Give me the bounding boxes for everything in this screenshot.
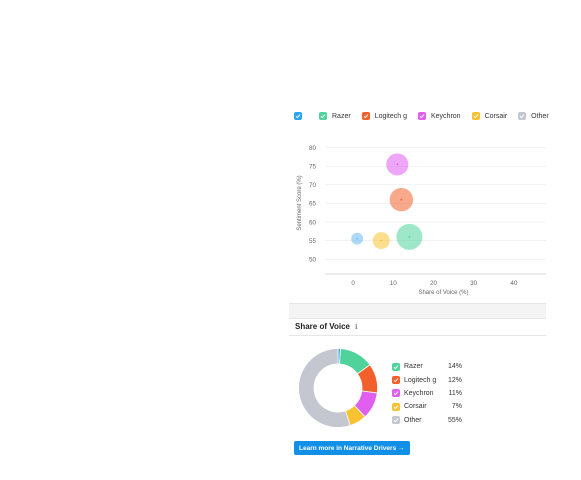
bubble-center (396, 163, 399, 166)
check-icon (393, 364, 399, 370)
other-checkbox[interactable] (518, 112, 527, 120)
brand-legend: Razer Logitech g Keychron Corsair Other (294, 111, 560, 121)
legend-label: Corsair (484, 112, 508, 120)
legend-item-corsair[interactable]: Corsair (471, 112, 508, 120)
y-tick-label: 80 (309, 145, 317, 152)
bubble-center (380, 239, 383, 242)
check-icon (393, 405, 399, 410)
sov-value: 55% (447, 416, 462, 424)
bubble[interactable] (372, 232, 390, 250)
corsair-checkbox[interactable] (471, 112, 480, 120)
learn-more-button[interactable]: Learn more in Narrative Drivers → (294, 441, 410, 455)
sov-row-corsair[interactable]: Corsair 7% (392, 400, 462, 413)
sov-value: 11% (448, 389, 463, 397)
check-icon (419, 114, 425, 119)
bubble-center (400, 198, 403, 201)
bubble[interactable] (389, 188, 414, 212)
check-icon (363, 114, 369, 119)
keychron-sov-checkbox[interactable] (392, 389, 400, 398)
check-icon (519, 114, 525, 119)
section-divider (289, 318, 546, 319)
y-tick-label: 55 (309, 238, 317, 245)
info-icon[interactable]: ℹ (354, 323, 358, 331)
logitech-g-checkbox[interactable] (361, 112, 370, 120)
section-divider (289, 303, 546, 304)
sov-row-other[interactable]: Other 55% (392, 414, 462, 427)
share-of-voice-donut (297, 347, 379, 429)
legend-label: Other (531, 112, 549, 120)
donut-chart-svg (298, 348, 378, 428)
sov-row-logitech-g[interactable]: Logitech g 12% (392, 373, 462, 386)
y-tick-label: 60 (309, 219, 317, 226)
sentiment-bubble-chart: 50 55 60 65 70 75 80 0 10 20 30 40 Share of Voice (%… (289, 140, 549, 302)
legend-item-keychron[interactable]: Keychron (418, 112, 461, 120)
donut-slice-other[interactable] (298, 348, 351, 428)
bubble[interactable] (386, 153, 409, 176)
y-tick-label: 75 (309, 164, 317, 171)
legend-item-all[interactable] (294, 112, 307, 120)
legend-label: Keychron (431, 112, 461, 120)
y-tick-label: 65 (309, 201, 317, 208)
section-divider (289, 335, 546, 336)
x-tick-label: 20 (430, 280, 438, 287)
sov-row-keychron[interactable]: Keychron 11% (392, 387, 462, 400)
y-tick-label: 70 (309, 182, 317, 189)
keychron-checkbox[interactable] (418, 112, 426, 120)
check-icon (393, 378, 399, 383)
sov-name: Keychron (404, 389, 434, 397)
sov-value: 7% (451, 403, 462, 411)
bubble-center (356, 237, 359, 240)
sov-name: Logitech g (404, 376, 437, 384)
y-axis-label: Sentiment Score (%) (297, 175, 303, 230)
check-icon (393, 418, 399, 423)
share-of-voice-list: Razer 14% Logitech g 12% Keychron 11% Corsair 7… (392, 360, 462, 427)
legend-label: Logitech g (374, 112, 407, 120)
razer-checkbox[interactable] (319, 112, 327, 120)
check-icon (393, 391, 399, 396)
sov-name: Corsair (404, 403, 427, 411)
x-tick-label: 0 (351, 280, 355, 287)
corsair-sov-checkbox[interactable] (392, 402, 400, 411)
x-tick-label: 10 (390, 280, 398, 287)
y-tick-label: 50 (309, 256, 317, 263)
legend-item-other[interactable]: Other (518, 112, 549, 120)
sov-name: Other (404, 416, 422, 424)
logitech-g-sov-checkbox[interactable] (392, 376, 400, 385)
check-icon (473, 114, 478, 119)
share-of-voice-title: Share of Voice ℹ (295, 322, 358, 331)
x-tick-label: 30 (470, 280, 478, 287)
bubble-chart-svg: 50 55 60 65 70 75 80 0 10 20 30 40 Share of Voice (%… (297, 145, 546, 296)
check-icon (320, 114, 326, 119)
legend-label: Razer (332, 112, 351, 120)
sov-value: 12% (447, 376, 462, 384)
sov-row-razer[interactable]: Razer 14% (392, 360, 462, 373)
x-tick-label: 40 (510, 280, 518, 287)
select-all-checkbox[interactable] (294, 112, 302, 120)
share-of-voice-title-text: Share of Voice (295, 322, 350, 331)
bubble[interactable] (396, 223, 423, 250)
section-spacer (289, 304, 546, 318)
sov-name: Razer (404, 363, 423, 371)
x-axis-label: Share of Voice (%) (418, 290, 468, 296)
bubble-center (408, 235, 411, 238)
razer-sov-checkbox[interactable] (392, 362, 400, 371)
check-icon (295, 114, 301, 119)
legend-item-logitech-g[interactable]: Logitech g (361, 112, 407, 120)
other-sov-checkbox[interactable] (392, 416, 400, 425)
bubble[interactable] (351, 232, 364, 245)
sov-value: 14% (447, 363, 462, 371)
legend-item-razer[interactable]: Razer (319, 112, 351, 120)
